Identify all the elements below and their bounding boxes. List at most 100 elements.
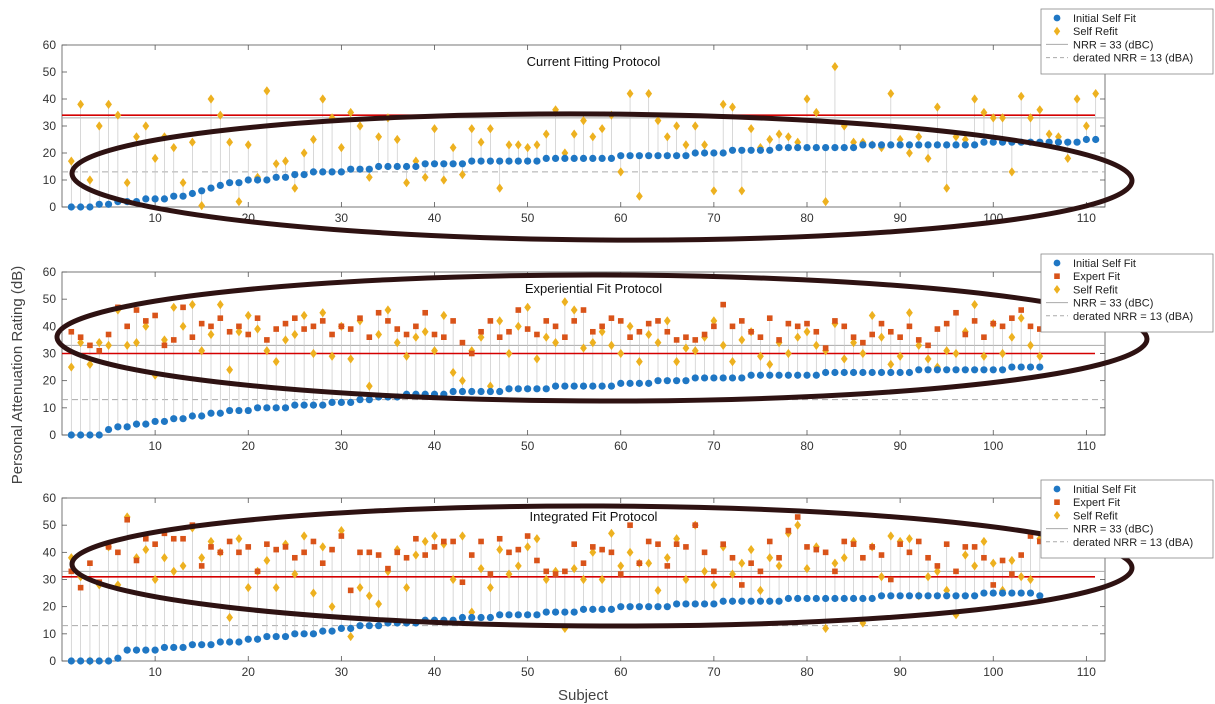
initial-self-fit-point	[691, 374, 699, 382]
initial-self-fit-point	[505, 385, 513, 393]
self-refit-point	[170, 302, 178, 312]
expert-fit-point	[338, 533, 345, 539]
initial-self-fit-point	[477, 387, 485, 396]
y-tick-label: 30	[43, 573, 57, 587]
self-refit-point	[86, 175, 94, 185]
initial-self-fit-point	[235, 406, 243, 415]
self-refit-point	[1008, 555, 1016, 566]
self-refit-point	[719, 340, 727, 350]
expert-fit-point	[580, 307, 587, 313]
self-refit-point	[850, 338, 857, 348]
initial-self-fit-point	[244, 176, 252, 184]
initial-self-fit-point	[719, 374, 727, 382]
self-refit-point	[729, 102, 736, 112]
expert-fit-point	[552, 571, 559, 577]
self-refit-point	[356, 583, 364, 593]
initial-self-fit-point	[170, 192, 178, 200]
initial-self-fit-point	[579, 382, 588, 390]
self-refit-point	[207, 94, 215, 104]
self-refit-point	[738, 335, 746, 345]
self-refit-point	[626, 321, 634, 331]
initial-self-fit-point	[1036, 592, 1044, 600]
self-refit-point	[300, 531, 308, 541]
initial-self-fit-point	[104, 200, 113, 208]
expert-fit-point	[459, 579, 466, 586]
expert-fit-point	[385, 565, 391, 572]
initial-self-fit-point	[980, 366, 988, 374]
self-refit-point	[887, 89, 895, 99]
expert-fit-point	[152, 541, 158, 547]
self-refit-point	[635, 357, 643, 367]
legend-self-refit: Self Refit	[1073, 26, 1118, 38]
self-refit-point	[552, 338, 559, 348]
legend-initial-marker	[1053, 259, 1061, 267]
self-refit-point	[933, 566, 941, 576]
initial-self-fit-point	[700, 149, 709, 157]
self-refit-point	[608, 340, 615, 350]
initial-self-fit-point	[393, 162, 401, 171]
initial-self-fit-point	[458, 613, 467, 622]
initial-self-fit-point	[868, 141, 876, 149]
x-tick-label: 90	[893, 439, 907, 453]
self-refit-point	[980, 107, 988, 118]
self-refit-point	[775, 561, 783, 571]
self-refit-point	[1027, 340, 1034, 350]
initial-self-fit-point	[766, 146, 774, 154]
expert-fit-point	[310, 538, 317, 545]
initial-self-fit-point	[300, 630, 308, 638]
initial-self-fit-point	[160, 195, 169, 203]
expert-fit-point	[590, 328, 596, 335]
initial-self-fit-point	[1008, 363, 1016, 371]
initial-self-fit-point	[961, 592, 969, 600]
initial-self-fit-point	[430, 160, 439, 168]
expert-fit-point	[953, 568, 959, 575]
self-refit-point	[757, 585, 764, 595]
expert-fit-point	[161, 530, 168, 537]
expert-fit-point	[915, 538, 922, 545]
x-tick-label: 110	[1077, 665, 1096, 679]
initial-self-fit-point	[952, 141, 960, 149]
initial-self-fit-point	[877, 368, 886, 377]
self-refit-point	[86, 359, 94, 369]
initial-self-fit-point	[188, 412, 196, 420]
initial-self-fit-point	[347, 165, 355, 173]
initial-self-fit-point	[682, 600, 690, 608]
y-tick-label: 0	[49, 654, 56, 668]
self-refit-point	[198, 201, 206, 211]
expert-fit-point	[711, 568, 717, 575]
initial-self-fit-point	[756, 371, 765, 379]
expert-fit-point	[832, 318, 838, 324]
initial-self-fit-point	[123, 423, 131, 431]
expert-fit-point	[143, 318, 149, 324]
self-refit-point	[980, 536, 988, 547]
expert-fit-point	[813, 546, 820, 553]
self-refit-point	[263, 555, 271, 566]
initial-self-fit-point	[486, 387, 494, 396]
initial-self-fit-point	[77, 203, 85, 211]
expert-fit-point	[673, 337, 680, 343]
initial-self-fit-point	[1082, 135, 1090, 144]
self-refit-point	[272, 583, 280, 593]
legend-self-refit: Self Refit	[1073, 510, 1118, 522]
y-tick-label: 60	[43, 265, 57, 279]
initial-self-fit-point	[961, 366, 969, 374]
initial-self-fit-point	[77, 657, 85, 665]
expert-fit-point	[906, 323, 913, 330]
initial-self-fit-point	[589, 605, 597, 613]
self-refit-point	[328, 351, 336, 361]
initial-self-fit-point	[812, 594, 820, 603]
self-refit-point	[505, 348, 513, 359]
initial-self-fit-point	[887, 368, 895, 377]
self-refit-point	[356, 121, 364, 131]
self-refit-point	[533, 534, 541, 544]
initial-self-fit-point	[86, 203, 94, 211]
initial-self-fit-point	[104, 657, 113, 665]
expert-fit-point	[403, 554, 410, 561]
y-tick-label: 10	[43, 173, 57, 187]
legend-box	[1040, 253, 1214, 333]
initial-self-fit-point	[738, 597, 746, 605]
initial-self-fit-point	[943, 592, 951, 600]
self-refit-point	[244, 140, 252, 150]
expert-fit-point	[766, 538, 773, 545]
initial-self-fit-point	[95, 431, 103, 439]
